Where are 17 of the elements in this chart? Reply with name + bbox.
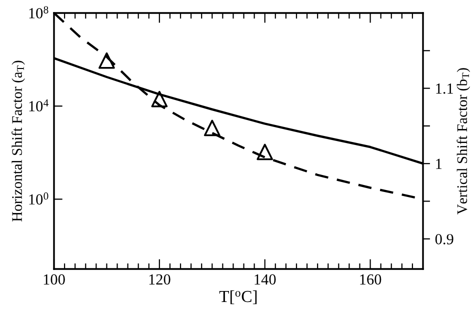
y-tick-label: 10$^{4}$ <box>29 99 48 112</box>
point <box>98 52 115 69</box>
y-tick-label: 10$^{0}$ <box>29 192 48 205</box>
y2-tick-label: 0.9 <box>435 234 454 244</box>
point <box>204 120 220 136</box>
point <box>256 144 274 160</box>
y2-tick-label: 1 <box>436 158 442 169</box>
x-axis-title: T[$^{o}$C] <box>219 290 257 304</box>
x-tick-label: 100 <box>44 274 65 285</box>
y2-axis-title: Vertical Shift Factor (b$_{T}$) <box>456 68 470 214</box>
x-tick-label: 160 <box>360 274 382 285</box>
point <box>151 90 168 108</box>
x-tick-label: 140 <box>254 274 276 285</box>
y2-tick-label: 1.1 <box>436 84 453 94</box>
y-axis-title: Horizontal Shift Factor (a$_{T}$) <box>12 60 25 222</box>
x-tick-label: 120 <box>149 274 170 285</box>
y-tick-label: 10$^{8}$ <box>29 6 48 18</box>
